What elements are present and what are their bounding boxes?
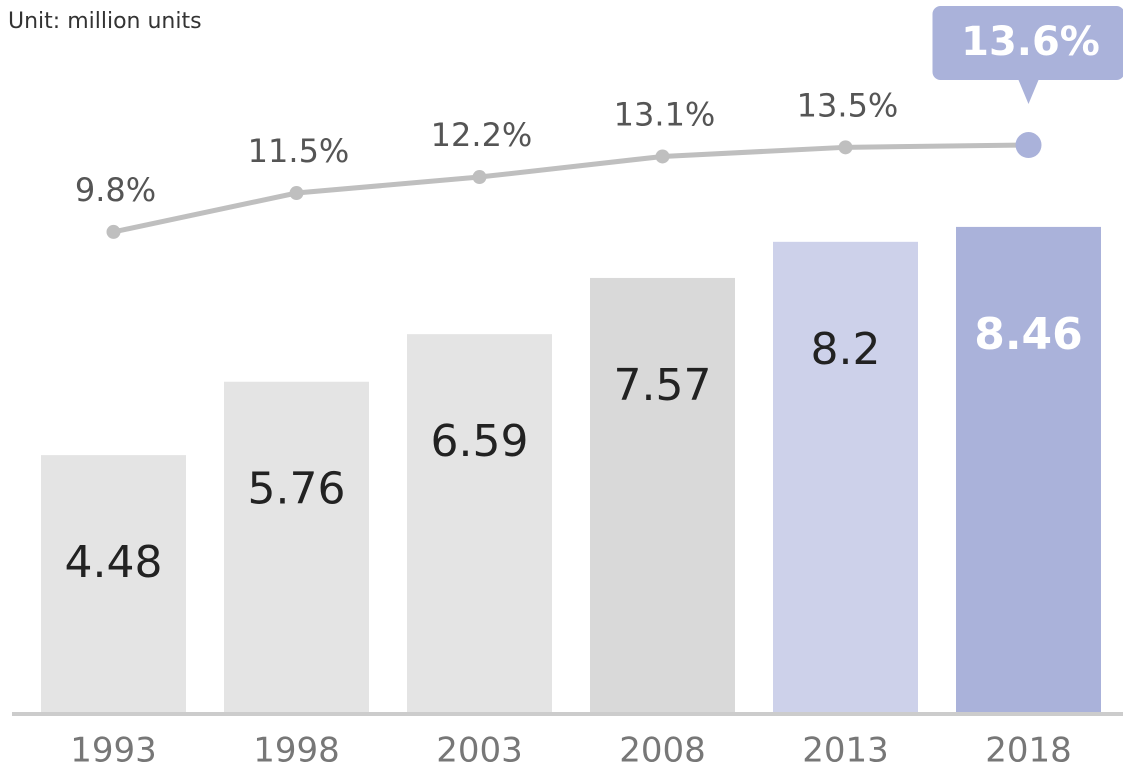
x-tick-label: 2008	[619, 731, 706, 771]
line-point	[289, 186, 304, 201]
line-point	[472, 170, 487, 185]
bar-value-label: 8.2	[811, 324, 881, 375]
line-point	[838, 140, 853, 155]
bar	[590, 277, 735, 712]
x-tick-label: 1993	[70, 731, 157, 771]
callout	[932, 6, 1123, 104]
line-point	[1015, 132, 1042, 159]
x-tick-label: 2013	[802, 731, 889, 771]
line-point	[655, 149, 670, 164]
bar	[956, 226, 1101, 712]
bar	[224, 381, 369, 712]
point-label: 11.5%	[248, 132, 350, 170]
bar	[407, 334, 552, 712]
bar	[773, 241, 918, 713]
line	[112, 142, 1029, 235]
bar-value-label: 7.57	[614, 360, 712, 411]
callout-label: 13.6%	[961, 19, 1100, 65]
point-label: 9.8%	[75, 171, 156, 209]
bar	[41, 455, 186, 712]
x-tick-label: 2003	[436, 731, 523, 771]
point-label: 12.2%	[431, 116, 533, 154]
point-label: 13.1%	[614, 95, 716, 133]
bar-value-label: 8.46	[974, 309, 1083, 360]
bar-value-label: 5.76	[248, 464, 346, 515]
unit-label: Unit: million units	[8, 9, 202, 34]
x-tick-label: 2018	[985, 731, 1072, 771]
bar-value-label: 4.48	[65, 537, 163, 588]
line-point	[106, 224, 121, 239]
point-label: 13.5%	[797, 86, 899, 124]
x-tick-label: 1998	[253, 731, 340, 771]
bar-value-label: 6.59	[431, 416, 529, 467]
